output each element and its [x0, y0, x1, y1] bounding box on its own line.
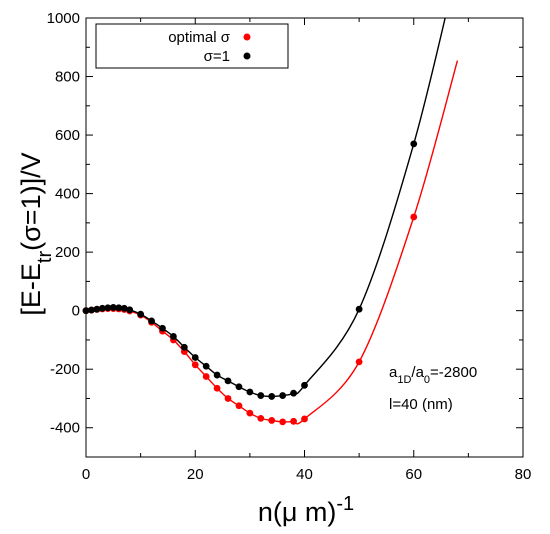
data-point-sigma-1 [137, 310, 145, 318]
data-point-sigma-1 [301, 381, 308, 389]
data-point-sigma-1 [191, 354, 199, 361]
x-tick-label: 40 [296, 466, 313, 483]
x-axis-title: n(μ m)-1 [258, 493, 354, 527]
data-point-optimal-sigma [224, 395, 232, 402]
data-point-sigma-1 [109, 304, 117, 311]
x-tick-label: 20 [187, 466, 204, 483]
plot-area [82, 18, 459, 426]
y-axis-title: [E-Etr(σ=1)]/V [16, 152, 56, 315]
data-point-sigma-1 [355, 305, 363, 313]
y-tick-label: 800 [55, 69, 80, 86]
data-point-sigma-1 [126, 306, 134, 314]
data-point-sigma-1 [410, 140, 418, 148]
axes: 0 20 40 60 80 -400 -200 0 200 400 600 800 1000 [47, 10, 532, 483]
data-point-sigma-1 [180, 343, 188, 351]
legend-marker-optimal-sigma [243, 33, 251, 41]
x-tick-label: 0 [82, 466, 90, 483]
data-point-sigma-1 [148, 317, 155, 325]
data-point-sigma-1 [213, 371, 221, 379]
legend-label-optimal-sigma: optimal σ [168, 29, 231, 46]
data-point-optimal-sigma [246, 409, 254, 417]
data-point-optimal-sigma [235, 402, 243, 410]
y-tick-label: 400 [55, 186, 80, 203]
legend: optimal σ σ=1 [95, 23, 289, 69]
data-point-sigma-1 [115, 304, 123, 312]
y-tick-label: 1000 [47, 10, 80, 27]
series-line-optimal-sigma [86, 60, 459, 425]
annotation-scattering-length: a1D/a0=-2800 [389, 364, 477, 386]
y-tick-label: 200 [55, 244, 80, 261]
data-point-optimal-sigma [268, 417, 276, 424]
x-tick-label: 60 [405, 466, 422, 483]
data-point-sigma-1 [202, 362, 210, 370]
data-point-sigma-1 [98, 304, 106, 312]
legend-box [95, 23, 289, 69]
data-point-sigma-1 [120, 304, 128, 312]
data-point-sigma-1 [235, 383, 243, 391]
data-point-optimal-sigma [355, 358, 363, 366]
data-point-optimal-sigma [257, 414, 265, 422]
x-tick-label: 80 [515, 466, 532, 483]
data-point-sigma-1 [170, 333, 177, 340]
data-point-optimal-sigma [213, 384, 221, 392]
data-point-optimal-sigma [191, 361, 199, 369]
y-tick-label: -200 [50, 361, 80, 378]
data-point-sigma-1 [268, 393, 276, 400]
data-point-sigma-1 [224, 377, 232, 385]
data-point-sigma-1 [104, 304, 112, 312]
data-point-sigma-1 [246, 388, 254, 396]
annotation-length: l=40 (nm) [389, 396, 453, 413]
data-point-sigma-1 [159, 324, 166, 332]
legend-label-sigma-1: σ=1 [204, 48, 230, 65]
legend-marker-sigma-1 [243, 52, 251, 60]
data-point-optimal-sigma [290, 417, 297, 425]
data-point-optimal-sigma [202, 373, 210, 380]
y-tick-label: 600 [55, 127, 80, 144]
data-point-optimal-sigma [279, 418, 287, 426]
data-point-sigma-1 [290, 389, 297, 397]
data-point-sigma-1 [88, 306, 95, 314]
data-point-optimal-sigma [410, 213, 418, 221]
data-point-optimal-sigma [301, 415, 308, 423]
y-tick-label: -400 [50, 420, 80, 437]
data-point-sigma-1 [279, 392, 287, 399]
y-tick-label: 0 [72, 303, 80, 320]
data-point-sigma-1 [257, 392, 265, 399]
plot-frame [85, 17, 524, 458]
data-point-sigma-1 [93, 305, 101, 313]
